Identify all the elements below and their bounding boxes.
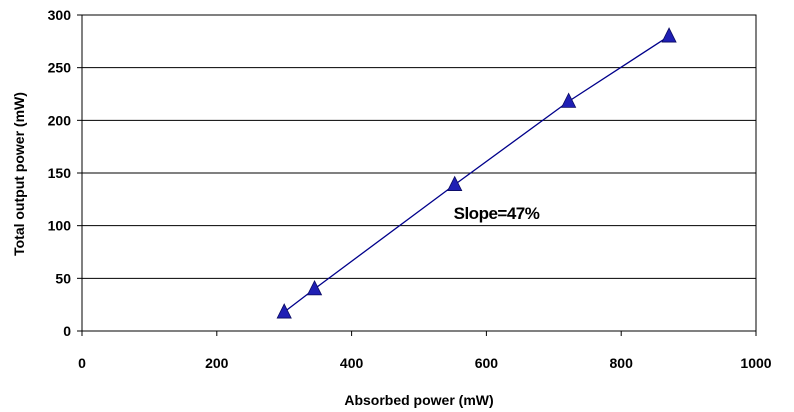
data-point-4 xyxy=(661,27,677,43)
x-axis-title: Absorbed power (mW) xyxy=(344,392,493,408)
y-axis-title: Total output power (mW) xyxy=(11,92,27,256)
y-tick-labels: 0 50 100 150 200 250 300 xyxy=(48,7,72,339)
y-tick-label-200: 200 xyxy=(48,112,72,128)
y-tick-label-150: 150 xyxy=(48,165,72,181)
data-point-1 xyxy=(306,279,323,296)
x-tick-label-0: 0 xyxy=(78,355,86,371)
x-tick-label-600: 600 xyxy=(475,355,499,371)
y-tick-label-300: 300 xyxy=(48,7,72,23)
annotation-slope: Slope=47% xyxy=(454,204,540,223)
annotations: Slope=47% xyxy=(454,204,541,223)
data-point-0 xyxy=(276,303,292,319)
y-tick-label-50: 50 xyxy=(55,270,71,286)
y-tick-label-0: 0 xyxy=(63,323,71,339)
x-tick-label-400: 400 xyxy=(340,355,364,371)
x-tick-label-200: 200 xyxy=(205,355,229,371)
data-point-3 xyxy=(560,92,577,108)
y-tick-label-250: 250 xyxy=(48,60,72,76)
x-tick-label-800: 800 xyxy=(610,355,634,371)
gridlines xyxy=(77,14,757,336)
series-group xyxy=(276,27,677,319)
x-tick-label-1000: 1000 xyxy=(740,355,771,371)
x-tick-labels: 0 200 400 600 800 1000 xyxy=(78,355,772,371)
y-tick-label-100: 100 xyxy=(48,218,72,234)
data-point-2 xyxy=(447,175,463,191)
